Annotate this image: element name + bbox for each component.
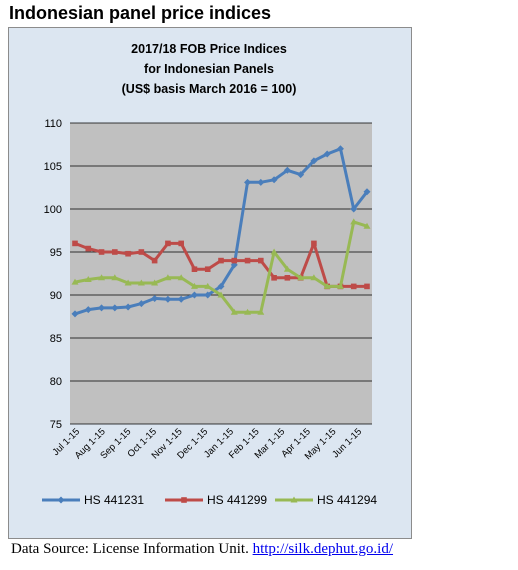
data-point <box>190 291 198 299</box>
data-point <box>124 303 132 311</box>
data-point <box>283 166 291 174</box>
data-point <box>71 278 79 285</box>
data-point <box>177 274 185 281</box>
data-point <box>364 283 370 290</box>
data-point <box>137 300 145 308</box>
legend-label: HS 441231 <box>84 493 144 507</box>
series-hs-441294 <box>71 218 371 315</box>
data-point <box>310 157 318 165</box>
data-point <box>204 282 212 289</box>
data-point <box>323 282 331 289</box>
data-point <box>257 308 265 315</box>
legend-entry: HS 441294 <box>275 493 377 507</box>
data-point <box>270 176 278 184</box>
legend-label: HS 441294 <box>317 493 377 507</box>
data-point <box>181 497 187 503</box>
data-point <box>231 257 238 264</box>
data-point <box>151 279 159 286</box>
data-point <box>138 249 145 255</box>
data-point <box>98 304 106 312</box>
y-tick-label: 85 <box>50 333 62 345</box>
data-point <box>270 248 278 255</box>
data-point <box>190 282 198 289</box>
series-hs-441231 <box>71 145 371 318</box>
data-point <box>350 218 358 225</box>
y-tick-label: 95 <box>50 247 62 259</box>
data-point <box>151 294 159 302</box>
data-point <box>244 257 251 264</box>
data-point <box>350 205 358 213</box>
legend-entry: HS 441299 <box>165 493 267 507</box>
data-point <box>244 178 252 186</box>
data-point <box>57 496 65 504</box>
data-point <box>230 308 238 315</box>
data-point <box>164 295 172 303</box>
data-point <box>204 291 212 299</box>
data-point <box>336 282 344 289</box>
data-point <box>350 283 357 290</box>
data-point <box>218 257 224 264</box>
chart-title-line-1: 2017/18 FOB Price Indices <box>131 42 287 56</box>
data-point <box>137 279 145 286</box>
data-point <box>297 274 305 281</box>
data-source-link[interactable]: http://silk.dephut.go.id/ <box>252 541 394 557</box>
y-tick-label: 90 <box>50 290 62 302</box>
legend-entry: HS 441231 <box>42 493 144 507</box>
data-point <box>84 276 92 283</box>
data-point <box>363 222 371 229</box>
data-point <box>311 240 317 247</box>
data-point <box>98 249 105 255</box>
data-point <box>124 279 132 286</box>
data-point <box>323 150 331 158</box>
data-point <box>71 310 79 318</box>
data-point <box>111 304 119 312</box>
data-point <box>72 240 78 247</box>
plot-area <box>70 123 372 424</box>
data-point <box>125 250 131 257</box>
y-tick-label: 75 <box>50 419 62 431</box>
chart-title-line-2: for Indonesian Panels <box>144 62 274 76</box>
data-point <box>297 171 305 179</box>
data-point <box>271 275 277 281</box>
data-point <box>191 266 198 272</box>
data-point <box>283 265 291 272</box>
series-layer <box>71 145 371 318</box>
data-point <box>204 266 211 272</box>
legend-label: HS 441299 <box>207 493 267 507</box>
data-point <box>112 249 118 255</box>
y-tick-label: 105 <box>44 161 62 173</box>
data-point <box>257 178 265 186</box>
page-title: Indonesian panel price indices <box>9 3 272 23</box>
data-point <box>151 257 158 264</box>
chart-title-line-3: (US$ basis March 2016 = 100) <box>122 82 297 96</box>
data-point <box>310 274 318 281</box>
data-source-label: Data Source: License Information Unit. <box>11 541 249 557</box>
data-point <box>217 291 225 298</box>
data-point <box>336 145 344 153</box>
y-tick-label: 80 <box>50 376 62 388</box>
y-tick-label: 100 <box>44 204 62 216</box>
data-point <box>363 188 371 196</box>
data-point <box>284 275 291 281</box>
data-point <box>164 274 172 281</box>
data-point <box>84 306 92 314</box>
data-point <box>217 282 225 290</box>
data-point <box>178 240 184 247</box>
legend: HS 441231 HS 441299 HS 441294 <box>42 493 377 507</box>
y-tick-label: 110 <box>44 118 62 130</box>
data-point <box>290 496 298 503</box>
data-point <box>85 245 92 252</box>
data-point <box>98 274 106 281</box>
data-point <box>244 308 252 315</box>
data-point <box>111 274 119 281</box>
y-axis-ticks: 75 80 85 90 95 100 105 110 <box>44 118 62 431</box>
data-point <box>165 240 171 247</box>
data-point <box>177 295 185 303</box>
data-source-line: Data Source: License Information Unit. h… <box>11 541 393 558</box>
data-point <box>258 257 264 264</box>
chart-figure: 2017/18 FOB Price Indices for Indonesian… <box>8 27 412 539</box>
